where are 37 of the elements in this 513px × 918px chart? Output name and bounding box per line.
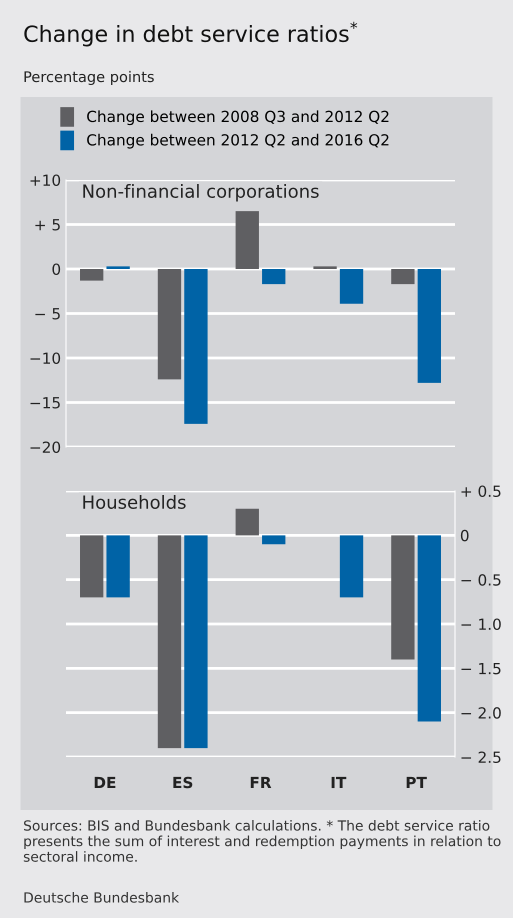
bar [313,266,337,269]
text: Deutsche Bundesbank [24,892,180,903]
x-tick-label: FR [250,776,272,788]
y-tick-label: − 1.0 [461,618,501,630]
y-tick-label: − 2.0 [461,707,501,719]
bar [106,266,130,269]
legend-label: Change between 2008 Q3 and 2012 Q2 [87,110,388,126]
y-tick-label: −10 [30,352,60,364]
chart-title: Households [83,494,186,509]
text: Percentage points [24,70,154,86]
legend-label: Change between 2012 Q2 and 2016 Q2 [87,134,388,149]
y-tick-label: −15 [30,397,60,409]
bar [340,269,364,304]
bar [391,269,415,284]
y-tick-label: 0 [460,530,469,542]
y-tick-label: 0 [52,263,60,276]
bar [184,269,208,424]
x-tick-label: DE [94,776,116,788]
source-note: Sources: BIS and Bundesbank calculations. * The debt service ratio presents the sum of interest and redemption payments in relation to sectoral income. [24,820,501,862]
bar [418,269,441,383]
text: Change in debt service ratios$^{*}$ [24,22,358,46]
y-tick-label: − 2.5 [461,751,500,764]
y-tick-label: −20 [30,441,60,454]
y-tick-label: − 0.5 [461,574,500,586]
x-tick-label: ES [173,776,192,788]
y-tick-label: +10 [30,174,60,186]
bar [262,269,286,284]
y-tick-label: − 5 [35,308,60,320]
x-tick-label: PT [406,776,427,788]
bar [236,211,259,269]
x-tick-label: IT [332,776,346,788]
chart-title: Non-financial corporations [83,184,319,202]
y-tick-label: + 0.5 [461,485,500,498]
y-tick-label: − 1.5 [461,663,500,674]
y-tick-label: + 5 [35,219,60,231]
bar [80,269,104,281]
bar [158,269,182,380]
